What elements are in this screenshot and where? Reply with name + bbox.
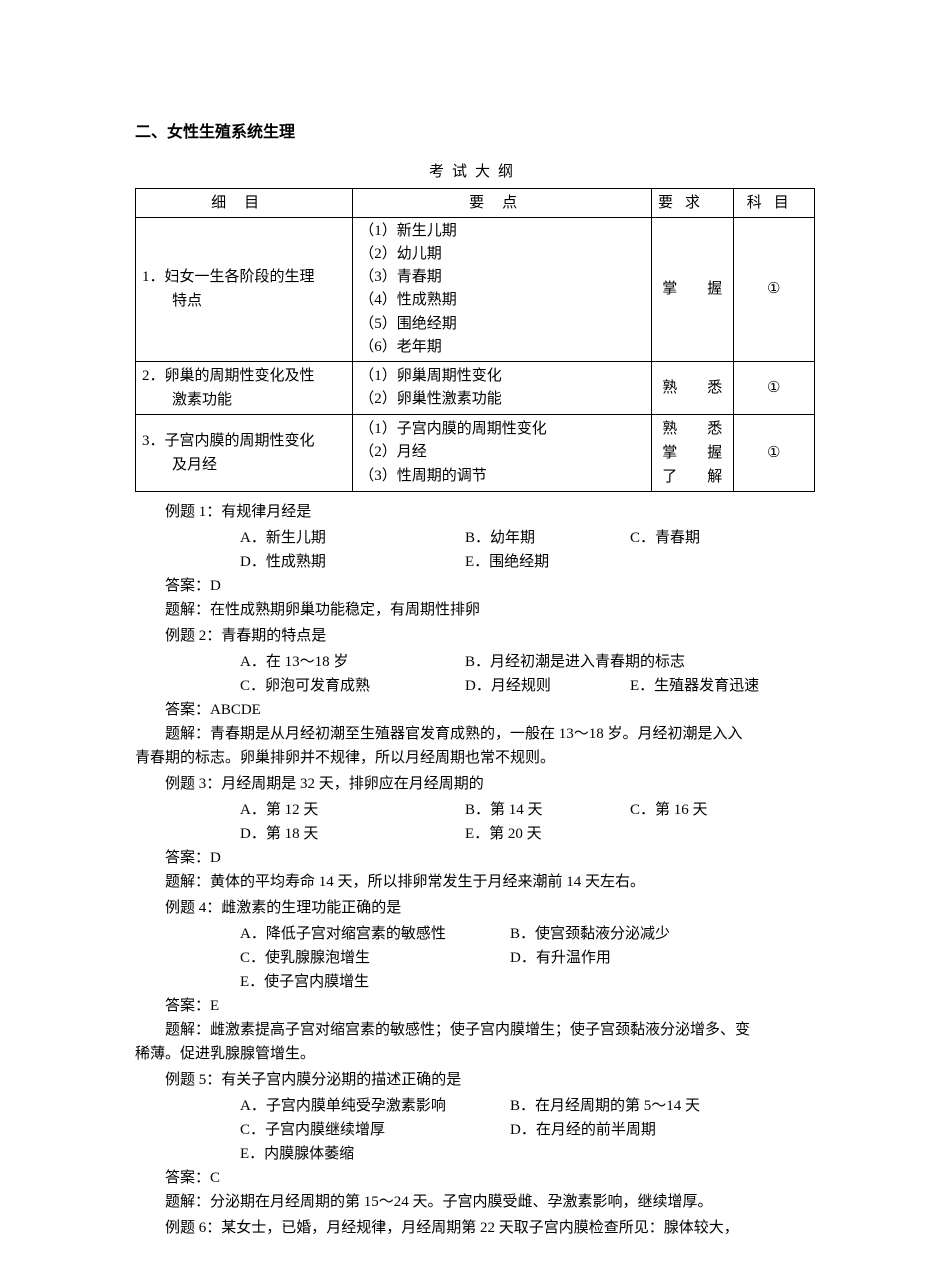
cell-subj: ① — [733, 415, 815, 492]
q5-explain: 题解：分泌期在月经周期的第 15～24 天。子宫内膜受雌、孕激素影响，继续增厚。 — [135, 1190, 815, 1214]
q1-options: A．新生儿期 B．幼年期 C．青春期 D．性成熟期 E．围绝经期 — [135, 526, 815, 574]
q2-stem: 例题 2：青春期的特点是 — [135, 624, 815, 648]
q3-opt-d: D．第 18 天 — [240, 822, 465, 846]
cell-points: （1）新生儿期（2）幼儿期（3）青春期（4）性成熟期（5）围绝经期（6）老年期 — [353, 217, 652, 362]
th-subj: 科目 — [733, 188, 815, 217]
q2-answer: 答案：ABCDE — [135, 698, 815, 722]
q5-options: A．子宫内膜单纯受孕激素影响 B．在月经周期的第 5～14 天 C．子宫内膜继续… — [135, 1094, 815, 1166]
q2-opt-e: E．生殖器发育迅速 — [630, 674, 759, 698]
q4-opt-e: E．使子宫内膜增生 — [240, 970, 369, 994]
q5-opt-a: A．子宫内膜单纯受孕激素影响 — [240, 1094, 510, 1118]
q2-opt-b: B．月经初潮是进入青春期的标志 — [465, 650, 685, 674]
q3-explain: 题解：黄体的平均寿命 14 天，所以排卵常发生于月经来潮前 14 天左右。 — [135, 870, 815, 894]
q5-stem: 例题 5：有关子宫内膜分泌期的描述正确的是 — [135, 1068, 815, 1092]
q5-opt-e: E．内膜腺体萎缩 — [240, 1142, 354, 1166]
q5-opt-d: D．在月经的前半周期 — [510, 1118, 656, 1142]
cell-detail: 1．妇女一生各阶段的生理 特点 — [136, 217, 353, 362]
q2-explain-1: 题解：青春期是从月经初潮至生殖器官发育成熟的，一般在 13～18 岁。月经初潮是… — [135, 722, 815, 746]
q4-options: A．降低子宫对缩宫素的敏感性 B．使宫颈黏液分泌减少 C．使乳腺腺泡增生 D．有… — [135, 922, 815, 994]
cell-detail: 2．卵巢的周期性变化及性 激素功能 — [136, 362, 353, 415]
q2-opt-d: D．月经规则 — [465, 674, 630, 698]
syllabus-table: 细目 要点 要求 科目 1．妇女一生各阶段的生理 特点 （1）新生儿期（2）幼儿… — [135, 188, 815, 493]
q4-opt-a: A．降低子宫对缩宫素的敏感性 — [240, 922, 510, 946]
cell-req: 熟 悉掌 握了 解 — [652, 415, 733, 492]
q1-stem: 例题 1：有规律月经是 — [135, 500, 815, 524]
q3-opt-c: C．第 16 天 — [630, 798, 815, 822]
section-title: 二、女性生殖系统生理 — [135, 120, 815, 146]
q5-opt-c: C．子宫内膜继续增厚 — [240, 1118, 510, 1142]
cell-detail: 3．子宫内膜的周期性变化 及月经 — [136, 415, 353, 492]
q1-opt-c: C．青春期 — [630, 526, 815, 550]
q3-opt-b: B．第 14 天 — [465, 798, 630, 822]
th-detail: 细目 — [136, 188, 353, 217]
cell-points: （1）子宫内膜的周期性变化（2）月经（3）性周期的调节 — [353, 415, 652, 492]
cell-req: 掌 握 — [652, 217, 733, 362]
th-req: 要求 — [652, 188, 733, 217]
q6-stem: 例题 6：某女士，已婚，月经规律，月经周期第 22 天取子宫内膜检查所见：腺体较… — [135, 1216, 815, 1240]
q1-opt-a: A．新生儿期 — [240, 526, 465, 550]
q4-opt-b: B．使宫颈黏液分泌减少 — [510, 922, 670, 946]
q3-options: A．第 12 天 B．第 14 天 C．第 16 天 D．第 18 天 E．第 … — [135, 798, 815, 846]
q4-explain-2: 稀薄。促进乳腺腺管增生。 — [135, 1042, 815, 1066]
q1-opt-d: D．性成熟期 — [240, 550, 465, 574]
table-header-row: 细目 要点 要求 科目 — [136, 188, 815, 217]
q4-opt-c: C．使乳腺腺泡增生 — [240, 946, 510, 970]
q3-answer: 答案：D — [135, 846, 815, 870]
q1-opt-e: E．围绝经期 — [465, 550, 630, 574]
q2-options: A．在 13～18 岁 B．月经初潮是进入青春期的标志 C．卵泡可发育成熟 D．… — [135, 650, 815, 698]
cell-points: （1）卵巢周期性变化（2）卵巢性激素功能 — [353, 362, 652, 415]
q1-explain: 题解：在性成熟期卵巢功能稳定，有周期性排卵 — [135, 598, 815, 622]
q3-opt-e: E．第 20 天 — [465, 822, 630, 846]
table-row: 1．妇女一生各阶段的生理 特点 （1）新生儿期（2）幼儿期（3）青春期（4）性成… — [136, 217, 815, 362]
q1-answer: 答案：D — [135, 574, 815, 598]
q3-opt-a: A．第 12 天 — [240, 798, 465, 822]
q1-opt-b: B．幼年期 — [465, 526, 630, 550]
q5-answer: 答案：C — [135, 1166, 815, 1190]
q3-stem: 例题 3：月经周期是 32 天，排卵应在月经周期的 — [135, 772, 815, 796]
q2-explain-2: 青春期的标志。卵巢排卵并不规律，所以月经周期也常不规则。 — [135, 746, 815, 770]
cell-req: 熟 悉 — [652, 362, 733, 415]
cell-subj: ① — [733, 362, 815, 415]
q5-opt-b: B．在月经周期的第 5～14 天 — [510, 1094, 700, 1118]
table-row: 2．卵巢的周期性变化及性 激素功能 （1）卵巢周期性变化（2）卵巢性激素功能 熟… — [136, 362, 815, 415]
table-row: 3．子宫内膜的周期性变化 及月经 （1）子宫内膜的周期性变化（2）月经（3）性周… — [136, 415, 815, 492]
th-points: 要点 — [353, 188, 652, 217]
q4-stem: 例题 4：雌激素的生理功能正确的是 — [135, 896, 815, 920]
table-subtitle: 考试大纲 — [135, 160, 815, 184]
q2-opt-c: C．卵泡可发育成熟 — [240, 674, 465, 698]
q4-opt-d: D．有升温作用 — [510, 946, 611, 970]
q2-opt-a: A．在 13～18 岁 — [240, 650, 465, 674]
q4-explain-1: 题解：雌激素提高子宫对缩宫素的敏感性；使子宫内膜增生；使子宫颈黏液分泌增多、变 — [135, 1018, 815, 1042]
cell-subj: ① — [733, 217, 815, 362]
q4-answer: 答案：E — [135, 994, 815, 1018]
